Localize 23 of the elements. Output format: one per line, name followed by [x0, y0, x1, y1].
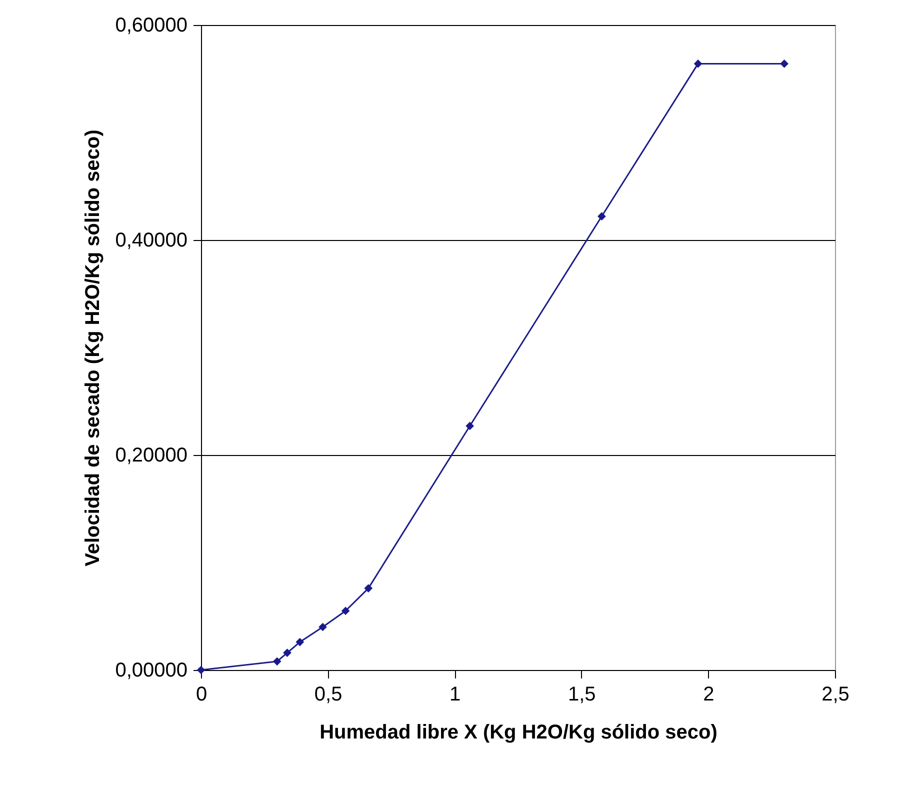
point — [318, 622, 327, 632]
y-tick-label: 0,20000 — [115, 444, 188, 466]
point — [598, 212, 606, 221]
point — [272, 657, 282, 666]
x-tick-label: 0,5 — [314, 684, 342, 706]
y-axis-title: Velocidad de secado (Kg H2O/Kg sólido seco) — [82, 130, 104, 566]
point — [341, 606, 350, 616]
x-axis-title: Humedad libre X (Kg H2O/Kg sólido seco) — [320, 722, 718, 744]
point — [364, 584, 373, 592]
point — [466, 422, 474, 430]
point — [296, 638, 304, 646]
point — [283, 648, 292, 657]
point — [780, 60, 788, 68]
x-tick-label: 2,5 — [822, 684, 850, 706]
x-tick-label: 1 — [450, 684, 461, 706]
point — [196, 666, 206, 674]
point — [694, 60, 702, 68]
y-tick-label: 0,60000 — [115, 14, 188, 36]
y-tick-label: 0,40000 — [115, 230, 188, 252]
y-tick-label: 0,00000 — [115, 660, 188, 682]
x-tick-label: 2 — [703, 684, 714, 706]
x-tick-label: 0 — [196, 684, 208, 706]
x-tick-label: 1,5 — [568, 684, 596, 706]
